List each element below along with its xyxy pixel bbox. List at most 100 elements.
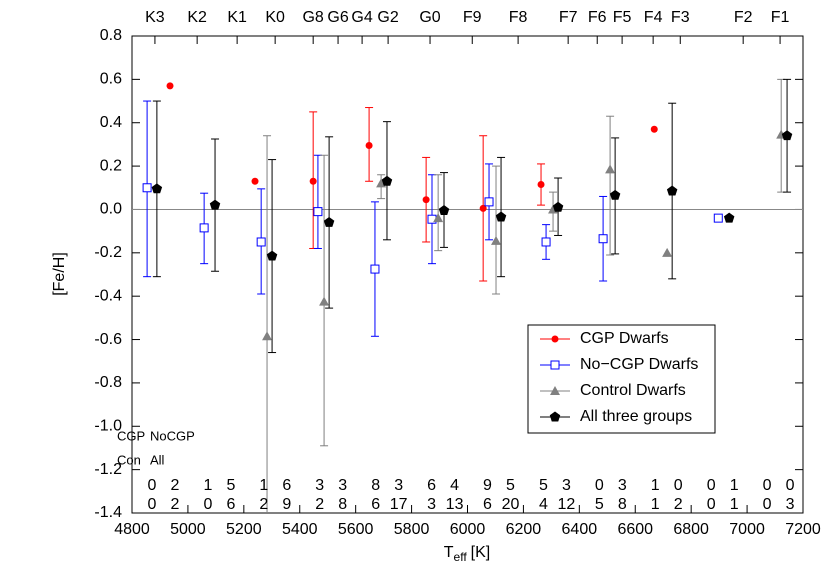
point bbox=[537, 181, 545, 189]
y-tick-label: 0.4 bbox=[100, 114, 122, 131]
y-tick-label: -0.2 bbox=[94, 244, 122, 261]
top-tick-label: K3 bbox=[145, 9, 165, 26]
count: 0 bbox=[763, 496, 772, 513]
point bbox=[491, 235, 502, 245]
count: 0 bbox=[707, 496, 716, 513]
point bbox=[549, 411, 561, 422]
count: 0 bbox=[148, 496, 157, 513]
count: 3 bbox=[394, 477, 403, 494]
count: 17 bbox=[390, 496, 408, 513]
count: 5 bbox=[539, 477, 548, 494]
x-tick-label: 6000 bbox=[450, 521, 486, 538]
count: 3 bbox=[338, 477, 347, 494]
count: 12 bbox=[558, 496, 576, 513]
count: 6 bbox=[427, 477, 436, 494]
point bbox=[479, 204, 487, 212]
top-tick-label: F2 bbox=[734, 9, 753, 26]
count: 0 bbox=[595, 477, 604, 494]
count: 1 bbox=[259, 477, 268, 494]
point bbox=[422, 196, 430, 204]
point bbox=[781, 130, 793, 141]
count: 6 bbox=[371, 496, 380, 513]
point bbox=[495, 211, 507, 222]
count: 8 bbox=[618, 496, 627, 513]
point bbox=[142, 183, 152, 193]
point bbox=[550, 360, 560, 370]
count: 1 bbox=[651, 477, 660, 494]
count-key: NoCGP bbox=[150, 428, 195, 443]
count: 2 bbox=[315, 496, 324, 513]
point bbox=[666, 185, 678, 196]
top-tick-label: F3 bbox=[671, 9, 690, 26]
top-tick-label: G8 bbox=[302, 9, 323, 26]
x-tick-label: 6800 bbox=[673, 521, 709, 538]
x-tick-label: 6600 bbox=[617, 521, 653, 538]
count: 3 bbox=[315, 477, 324, 494]
top-tick-label: F9 bbox=[463, 9, 482, 26]
point bbox=[256, 237, 266, 247]
point bbox=[313, 207, 323, 217]
count: 1 bbox=[203, 477, 212, 494]
count: 2 bbox=[171, 477, 180, 494]
top-tick-label: K1 bbox=[227, 9, 247, 26]
x-label-main: T bbox=[444, 544, 454, 561]
top-tick-label: G2 bbox=[377, 9, 398, 26]
point bbox=[552, 201, 564, 212]
count: 13 bbox=[446, 496, 464, 513]
top-tick-label: F1 bbox=[771, 9, 790, 26]
x-tick-label: 5800 bbox=[394, 521, 430, 538]
top-tick-label: F5 bbox=[613, 9, 632, 26]
y-tick-label: 0.8 bbox=[100, 27, 122, 44]
y-tick-label: -1.0 bbox=[94, 417, 122, 434]
top-tick-label: G6 bbox=[327, 9, 348, 26]
count: 4 bbox=[539, 496, 548, 513]
count: 5 bbox=[506, 477, 515, 494]
y-tick-label: -1.2 bbox=[94, 461, 122, 478]
point bbox=[605, 164, 616, 174]
count: 20 bbox=[502, 496, 520, 513]
count: 3 bbox=[786, 496, 795, 513]
point bbox=[598, 234, 608, 244]
top-tick-label: G4 bbox=[351, 9, 372, 26]
count: 0 bbox=[707, 477, 716, 494]
count: 6 bbox=[282, 477, 291, 494]
point bbox=[166, 82, 174, 90]
y-tick-label: -0.6 bbox=[94, 331, 122, 348]
count: 0 bbox=[674, 477, 683, 494]
count: 3 bbox=[618, 477, 627, 494]
x-tick-label: 4800 bbox=[114, 521, 150, 538]
plot-frame bbox=[131, 35, 804, 514]
x-tick-label: 5400 bbox=[282, 521, 318, 538]
point bbox=[650, 125, 658, 133]
point bbox=[723, 212, 735, 223]
point bbox=[266, 250, 278, 261]
count: 9 bbox=[483, 477, 492, 494]
count: 1 bbox=[651, 496, 660, 513]
x-label-unit: [K] bbox=[471, 544, 491, 561]
count: 5 bbox=[226, 477, 235, 494]
point bbox=[262, 331, 273, 341]
count: 8 bbox=[338, 496, 347, 513]
y-tick-label: 0.6 bbox=[100, 71, 122, 88]
x-tick-label: 7200 bbox=[785, 521, 821, 538]
x-tick-label: 5200 bbox=[226, 521, 262, 538]
count: 6 bbox=[483, 496, 492, 513]
count: 0 bbox=[763, 477, 772, 494]
count: 0 bbox=[203, 496, 212, 513]
x-axis-label: Teff [K] bbox=[444, 544, 490, 564]
count: 3 bbox=[427, 496, 436, 513]
point bbox=[365, 141, 373, 149]
top-tick-label: G0 bbox=[419, 9, 440, 26]
legend-label: All three groups bbox=[580, 408, 692, 425]
count: 2 bbox=[674, 496, 683, 513]
top-tick-label: F4 bbox=[644, 9, 663, 26]
y-tick-label: 0.2 bbox=[100, 157, 122, 174]
x-tick-label: 5600 bbox=[338, 521, 374, 538]
point bbox=[370, 264, 380, 274]
x-tick-label: 7000 bbox=[729, 521, 765, 538]
point bbox=[209, 199, 221, 210]
top-tick-label: K0 bbox=[265, 9, 285, 26]
count: 4 bbox=[450, 477, 459, 494]
x-tick-label: 6200 bbox=[506, 521, 542, 538]
